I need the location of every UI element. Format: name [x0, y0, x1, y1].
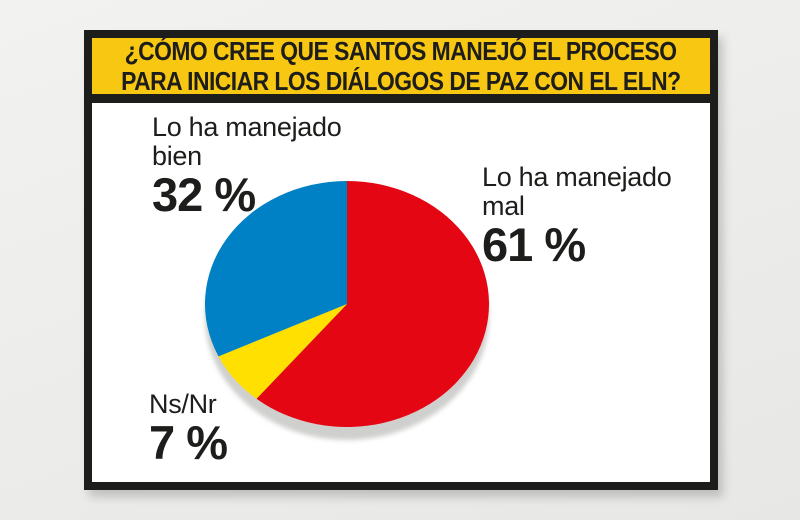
question-line-1: ¿CÓMO CREE QUE SANTOS MANEJÓ EL PROCESO: [125, 36, 677, 66]
label-mal-value: 61 %: [482, 218, 586, 271]
label-mal: Lo ha manejado mal 61 %: [482, 162, 672, 271]
label-ns-nr-value: 7 %: [149, 416, 228, 469]
chart-area: Lo ha manejado bien 32 % Lo ha manejado …: [92, 103, 710, 482]
pie-slice-ns-nr: [218, 304, 347, 399]
label-mal-text-1: Lo ha manejado: [482, 162, 672, 192]
label-bien-text-2: bien: [152, 141, 202, 171]
label-bien: Lo ha manejado bien 32 %: [152, 112, 342, 221]
label-ns-nr-text: Ns/Nr: [149, 389, 217, 419]
label-ns-nr: Ns/Nr 7 %: [149, 389, 228, 469]
label-bien-text-1: Lo ha manejado: [152, 112, 342, 142]
label-bien-value: 32 %: [152, 168, 256, 221]
pie-chart: [204, 180, 490, 440]
pie-slice-lo-ha-manejado-mal: [256, 181, 490, 427]
question-line-2: PARA INICIAR LOS DIÁLOGOS DE PAZ CON EL …: [121, 66, 681, 96]
pie-slice-lo-ha-manejado-bien: [204, 180, 347, 357]
infographic-card: ¿CÓMO CREE QUE SANTOS MANEJÓ EL PROCESO …: [84, 30, 718, 490]
label-mal-text-2: mal: [482, 191, 525, 221]
question-banner: ¿CÓMO CREE QUE SANTOS MANEJÓ EL PROCESO …: [92, 36, 710, 103]
